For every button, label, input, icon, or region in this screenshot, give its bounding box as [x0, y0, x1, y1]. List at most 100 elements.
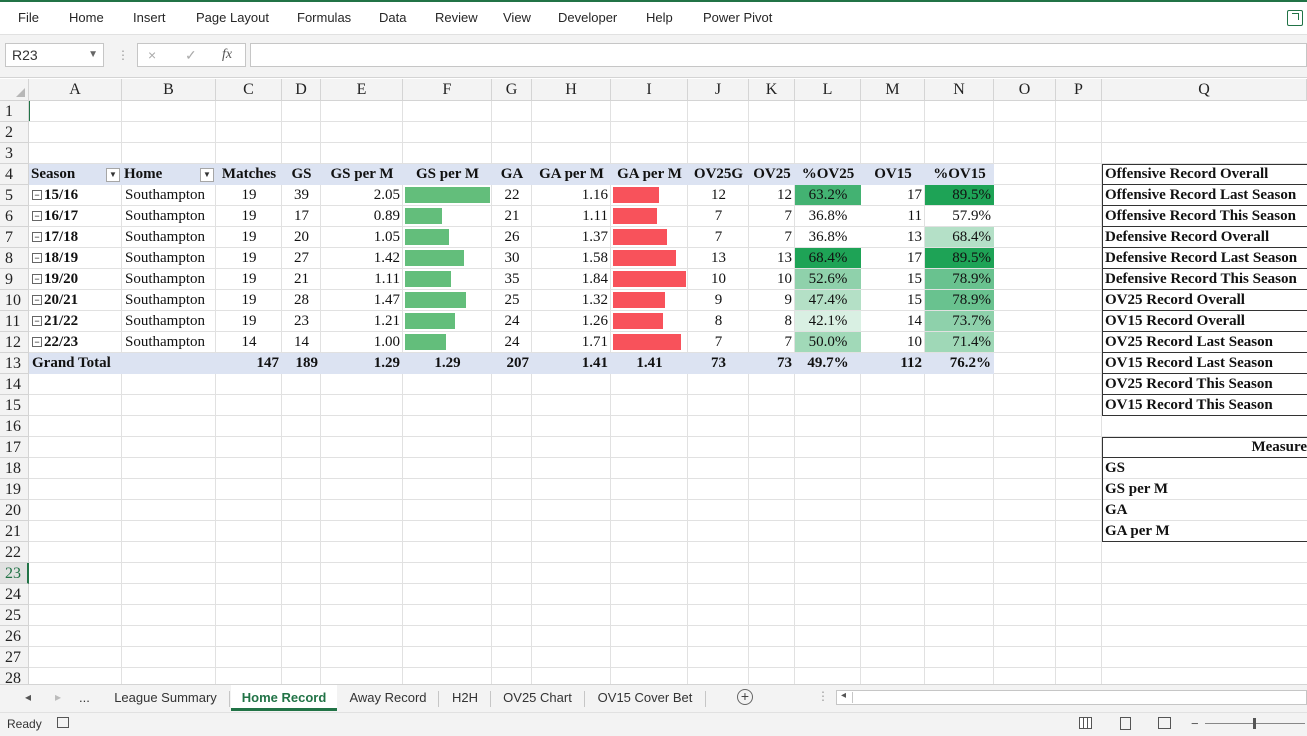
collapse-icon[interactable]: − [32, 232, 42, 242]
ga-per-m-cell[interactable]: 1.32 [581, 292, 608, 308]
record-list-item[interactable]: OV15 Record Last Season [1102, 353, 1307, 374]
pivot-header-12[interactable]: OV15 [874, 166, 912, 182]
share-icon[interactable] [1287, 10, 1303, 26]
home-cell[interactable]: Southampton [125, 313, 206, 329]
filter-active-home[interactable]: ▼ [200, 168, 214, 182]
collapse-icon[interactable]: − [32, 274, 42, 284]
scrollbar-thumb[interactable] [852, 692, 1303, 703]
ov25-cell[interactable]: 7 [784, 334, 793, 350]
ov15-cell[interactable]: 13 [907, 229, 922, 245]
pct-ov25-cell[interactable]: 50.0% [795, 332, 861, 352]
matches-cell[interactable]: 19 [241, 229, 257, 245]
column-header-G[interactable]: G [492, 79, 532, 101]
row-header-3[interactable]: 3 [0, 143, 29, 164]
column-header-A[interactable]: A [29, 79, 122, 101]
record-list-item[interactable]: Offensive Record This Season [1102, 206, 1307, 227]
total-pct-ov25[interactable]: 49.7% [807, 355, 849, 371]
season-cell[interactable]: −20/21 [29, 290, 122, 310]
pct-ov25-cell[interactable]: 42.1% [795, 311, 861, 331]
season-cell[interactable]: −15/16 [29, 185, 122, 205]
pct-ov15-cell[interactable]: 68.4% [925, 227, 994, 247]
column-header-M[interactable]: M [861, 79, 925, 101]
add-sheet-icon[interactable]: + [737, 689, 753, 705]
gs-cell[interactable]: 27 [294, 250, 309, 266]
row-header-15[interactable]: 15 [0, 395, 29, 416]
pct-ov15-cell[interactable]: 73.7% [925, 311, 994, 331]
gs-cell[interactable]: 39 [294, 187, 309, 203]
ribbon-tab-view[interactable]: View [503, 10, 531, 25]
row-header-1[interactable]: 1 [0, 101, 29, 122]
pivot-header-7[interactable]: GA per M [539, 166, 604, 182]
page-break-preview-icon[interactable] [1158, 717, 1171, 729]
pct-ov15-cell[interactable]: 89.5% [925, 185, 994, 205]
total-gs-per-m-bar-col[interactable]: 1.29 [434, 355, 461, 371]
ov25g-cell[interactable]: 9 [714, 292, 723, 308]
sheet-tab-h2h[interactable]: H2H [451, 690, 478, 705]
ga-per-m-cell[interactable]: 1.58 [581, 250, 608, 266]
matches-cell[interactable]: 19 [241, 208, 257, 224]
ribbon-tab-review[interactable]: Review [435, 10, 478, 25]
column-header-C[interactable]: C [216, 79, 282, 101]
home-cell[interactable]: Southampton [125, 229, 206, 245]
season-cell[interactable]: −16/17 [29, 206, 122, 226]
row-header-10[interactable]: 10 [0, 290, 29, 311]
column-header-J[interactable]: J [688, 79, 749, 101]
gs-cell[interactable]: 28 [294, 292, 309, 308]
column-header-I[interactable]: I [611, 79, 688, 101]
column-header-H[interactable]: H [532, 79, 611, 101]
column-header-F[interactable]: F [403, 79, 492, 101]
worksheet-grid[interactable]: Season Home Matches GS GS per M GS per M GA GA … [29, 101, 1307, 684]
matches-cell[interactable]: 19 [241, 250, 257, 266]
matches-cell[interactable]: 19 [241, 271, 257, 287]
column-header-D[interactable]: D [282, 79, 321, 101]
pct-ov15-cell[interactable]: 78.9% [925, 269, 994, 289]
sheet-tab-ov15-cover-bet[interactable]: OV15 Cover Bet [597, 690, 693, 705]
drag-handle-icon[interactable]: ⋮ [117, 48, 129, 62]
pct-ov15-cell[interactable]: 89.5% [925, 248, 994, 268]
season-cell[interactable]: −19/20 [29, 269, 122, 289]
matches-cell[interactable]: 19 [241, 187, 257, 203]
gs-per-m-cell[interactable]: 2.05 [373, 187, 400, 203]
measure-header[interactable]: Measure [1102, 437, 1307, 458]
ribbon-tab-home[interactable]: Home [69, 10, 104, 25]
collapse-icon[interactable]: − [32, 190, 42, 200]
matches-cell[interactable]: 19 [241, 313, 257, 329]
matches-cell[interactable]: 14 [241, 334, 257, 350]
total-pct-ov15[interactable]: 76.2% [949, 355, 991, 371]
ov25-cell[interactable]: 7 [784, 208, 793, 224]
ov15-cell[interactable]: 11 [907, 208, 922, 224]
row-header-26[interactable]: 26 [0, 626, 29, 647]
total-ov15[interactable]: 112 [900, 355, 922, 371]
ribbon-tab-page-layout[interactable]: Page Layout [196, 10, 270, 25]
gs-cell[interactable]: 17 [294, 208, 309, 224]
season-cell[interactable]: −17/18 [29, 227, 122, 247]
pivot-header-10[interactable]: OV25 [753, 166, 791, 182]
sheet-tab-ov25-chart[interactable]: OV25 Chart [503, 690, 572, 705]
row-header-11[interactable]: 11 [0, 311, 29, 332]
scroll-tabs-left-icon[interactable]: ◂ [25, 690, 32, 704]
record-list-item[interactable]: Defensive Record This Season [1102, 269, 1307, 290]
ga-per-m-cell[interactable]: 1.84 [581, 271, 608, 287]
season-cell[interactable]: −22/23 [29, 332, 122, 352]
home-cell[interactable]: Southampton [125, 271, 206, 287]
ribbon-tab-data[interactable]: Data [379, 10, 407, 25]
pivot-header-3[interactable]: GS [291, 166, 312, 182]
pct-ov15-cell[interactable]: 71.4% [925, 332, 994, 352]
chevron-down-icon[interactable]: ▼ [88, 49, 98, 60]
row-header-24[interactable]: 24 [0, 584, 29, 605]
column-header-Q[interactable]: Q [1102, 79, 1307, 101]
row-header-9[interactable]: 9 [0, 269, 29, 290]
total-ga-per-m-bar-col[interactable]: 1.41 [636, 355, 663, 371]
pivot-header-11[interactable]: %OV25 [801, 166, 855, 182]
record-list-item[interactable]: Defensive Record Overall [1102, 227, 1307, 248]
ga-cell[interactable]: 24 [504, 334, 520, 350]
measure-item[interactable]: GS [1105, 460, 1126, 476]
pivot-header-1[interactable]: Home [124, 166, 163, 182]
row-header-5[interactable]: 5 [0, 185, 29, 206]
measure-item[interactable]: GA per M [1105, 523, 1170, 539]
ribbon-tab-formulas[interactable]: Formulas [297, 10, 352, 25]
sheet-tab-league-summary[interactable]: League Summary [114, 690, 217, 705]
ribbon-tab-power-pivot[interactable]: Power Pivot [703, 10, 773, 25]
ga-per-m-cell[interactable]: 1.11 [582, 208, 608, 224]
total-ga-per-m[interactable]: 1.41 [581, 355, 608, 371]
